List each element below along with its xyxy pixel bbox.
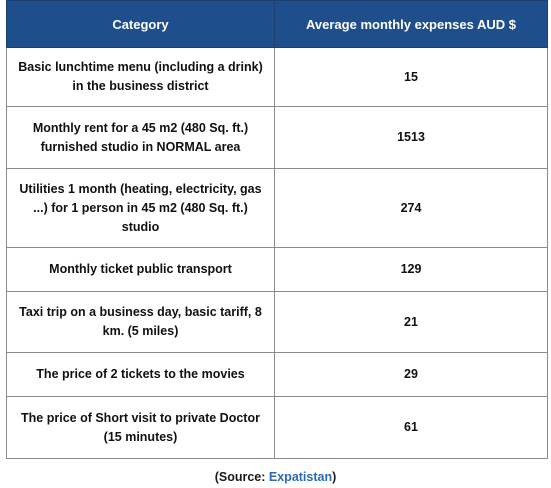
row-value: 274	[274, 168, 548, 248]
expenses-table: Category Average monthly expenses AUD $ …	[6, 0, 548, 459]
row-value: 15	[274, 47, 548, 107]
row-value: 129	[274, 247, 548, 292]
source-caption: (Source: Expatistan)	[0, 470, 551, 484]
header-expenses: Average monthly expenses AUD $	[274, 0, 548, 48]
table-row: Monthly ticket public transport 129	[6, 247, 548, 292]
header-row: Category Average monthly expenses AUD $	[6, 0, 548, 48]
row-category: The price of Short visit to private Doct…	[6, 396, 275, 459]
table-row: Taxi trip on a business day, basic tarif…	[6, 291, 548, 353]
table-row: The price of 2 tickets to the movies 29	[6, 352, 548, 397]
table-row: The price of Short visit to private Doct…	[6, 396, 548, 459]
header-category: Category	[6, 0, 275, 48]
row-category: The price of 2 tickets to the movies	[6, 352, 275, 397]
source-suffix: )	[332, 470, 337, 484]
row-category: Basic lunchtime menu (including a drink)…	[6, 47, 275, 107]
row-value: 29	[274, 352, 548, 397]
table-row: Basic lunchtime menu (including a drink)…	[6, 47, 548, 107]
row-value: 61	[274, 396, 548, 459]
table-row: Monthly rent for a 45 m2 (480 Sq. ft.) f…	[6, 106, 548, 169]
source-link[interactable]: Expatistan	[268, 470, 333, 484]
source-prefix: (Source:	[214, 470, 269, 484]
row-value: 1513	[274, 106, 548, 169]
row-value: 21	[274, 291, 548, 353]
row-category: Taxi trip on a business day, basic tarif…	[6, 291, 275, 353]
table-row: Utilities 1 month (heating, electricity,…	[6, 168, 548, 248]
row-category: Monthly ticket public transport	[6, 247, 275, 292]
row-category: Monthly rent for a 45 m2 (480 Sq. ft.) f…	[6, 106, 275, 169]
row-category: Utilities 1 month (heating, electricity,…	[6, 168, 275, 248]
